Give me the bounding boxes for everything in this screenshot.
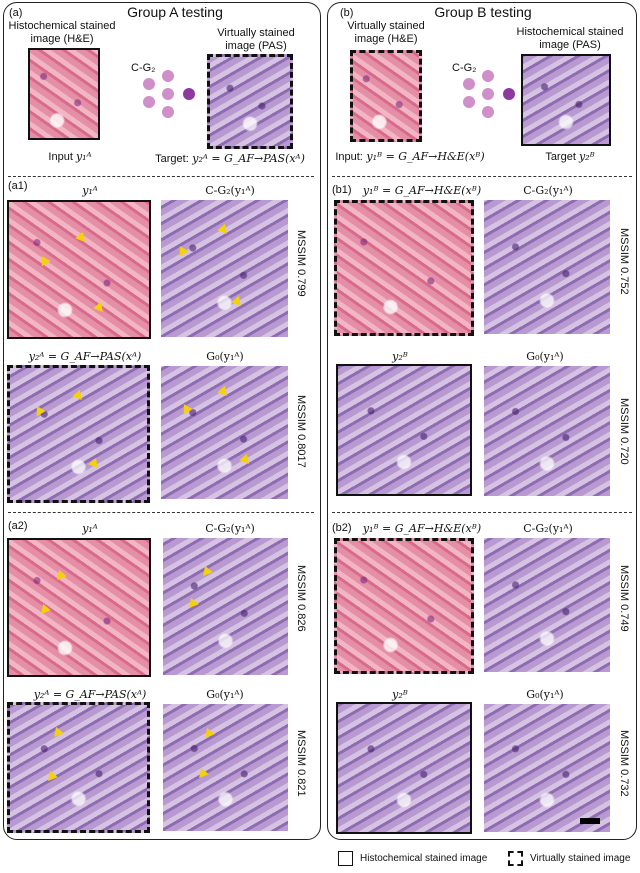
arrow-icon — [32, 406, 46, 419]
panel-b-label: (b) — [340, 7, 354, 19]
a2-top-right-image — [163, 538, 288, 675]
a2-top-left-caption: y₁ᴬ — [82, 522, 98, 535]
arrow-icon — [195, 767, 209, 782]
b1-top-right-caption: C-G₂(y₁ᴬ) — [523, 184, 573, 197]
panel-b-target-caption: Target y₂ᴮ — [545, 150, 595, 163]
arrow-icon — [72, 389, 86, 404]
panel-b-virt-caption: Virtually stained image (H&E) — [347, 20, 425, 45]
arrow-icon — [217, 385, 231, 400]
b1-label: (b1) — [332, 184, 352, 196]
legend-dashed-box-icon — [508, 851, 523, 866]
panel-b-target-image — [521, 54, 611, 146]
a1-bottom-left-image — [7, 365, 150, 503]
panel-a-virt-caption: Virtually stained image (PAS) — [217, 27, 295, 52]
b1-mssim-top: MSSIM 0.752 — [618, 228, 630, 295]
b2-bottom-right-caption: G₀(y₁ᴬ) — [526, 688, 564, 701]
panel-b-input-image — [350, 50, 422, 142]
panel-group-a — [3, 2, 321, 840]
arrow-icon — [93, 301, 107, 316]
panel-a-target-image — [207, 54, 293, 149]
b2-top-left-image — [334, 538, 474, 674]
arrow-icon — [88, 457, 102, 472]
b1-top-left-image — [334, 200, 474, 336]
panel-a-divider-2 — [8, 512, 314, 513]
arrow-icon — [44, 770, 58, 785]
b2-mssim-bottom: MSSIM 0.732 — [618, 730, 630, 797]
b2-bottom-right-image — [484, 704, 610, 832]
a2-top-left-image — [7, 538, 151, 677]
b2-label: (b2) — [332, 522, 352, 534]
a1-mssim-bottom: MSSIM 0.8017 — [295, 395, 307, 468]
a2-bottom-left-caption: y₂ᴬ = G_AF→PAS(xᴬ) — [33, 688, 147, 701]
panel-a-input-caption: Input y₁ᴬ — [48, 150, 92, 163]
b1-bottom-right-caption: G₀(y₁ᴬ) — [526, 350, 564, 363]
arrow-icon — [179, 404, 193, 417]
a1-bottom-right-caption: G₀(y₁ᴬ) — [206, 350, 244, 363]
b2-mssim-top: MSSIM 0.749 — [618, 565, 630, 632]
b1-bottom-right-image — [484, 366, 610, 496]
a2-mssim-bottom: MSSIM 0.821 — [295, 730, 307, 797]
panel-b-input-caption: Input: y₁ᴮ = G_AF→H&E(xᴮ) — [335, 150, 485, 163]
b2-bottom-left-image — [336, 702, 472, 834]
b1-bottom-left-image — [336, 364, 472, 496]
a2-mssim-top: MSSIM 0.826 — [295, 565, 307, 632]
scale-bar — [580, 818, 600, 824]
arrow-icon — [217, 223, 231, 238]
b1-top-right-image — [484, 200, 610, 334]
a1-bottom-right-image — [161, 366, 288, 499]
b1-top-left-caption: y₁ᴮ = G_AF→H&E(xᴮ) — [362, 184, 482, 197]
panel-a-label: (a) — [9, 7, 23, 19]
panel-b-divider-1 — [332, 176, 632, 177]
a2-bottom-left-image — [7, 702, 150, 833]
arrow-icon — [185, 597, 199, 612]
arrow-icon — [37, 603, 51, 618]
panel-a-net-label: C-G₂ — [131, 62, 156, 74]
panel-b-divider-2 — [332, 512, 632, 513]
a1-bottom-left-caption: y₂ᴬ = G_AF→PAS(xᴬ) — [28, 350, 142, 363]
a2-bottom-right-image — [163, 704, 288, 831]
arrow-icon — [175, 246, 189, 259]
b2-bottom-left-caption: y₂ᴮ — [392, 688, 408, 701]
legend-dashed-label: Virtually stained image — [530, 853, 631, 864]
b1-mssim-bottom: MSSIM 0.720 — [618, 398, 630, 465]
b1-bottom-left-caption: y₂ᴮ — [392, 350, 408, 363]
b2-top-right-image — [484, 538, 610, 672]
panel-b-net-label: C-G₂ — [452, 62, 477, 74]
panel-b-histo-caption: Histochemical stained image (PAS) — [516, 26, 624, 51]
a1-top-right-caption: C-G₂(y₁ᴬ) — [205, 184, 255, 197]
legend-solid-box-icon — [338, 851, 353, 866]
b2-top-right-caption: C-G₂(y₁ᴬ) — [523, 522, 573, 535]
arrow-icon — [53, 569, 67, 584]
arrow-icon — [50, 726, 64, 741]
legend-solid-label: Histochemical stained image — [360, 853, 488, 864]
a2-top-right-caption: C-G₂(y₁ᴬ) — [205, 522, 255, 535]
a1-label: (a1) — [8, 180, 28, 192]
panel-a-target-caption: Target: y₂ᴬ = G_AF→PAS(xᴬ) — [155, 152, 305, 165]
panel-a-input-image — [28, 48, 100, 140]
panel-a-histo-caption: Histochemical stained image (H&E) — [8, 20, 116, 45]
panel-a-divider-1 — [8, 176, 314, 177]
panel-b-title: Group B testing — [434, 4, 532, 20]
a2-bottom-right-caption: G₀(y₁ᴬ) — [206, 688, 244, 701]
arrow-icon — [201, 727, 215, 742]
arrow-icon — [75, 231, 89, 246]
a2-label: (a2) — [8, 520, 28, 532]
a1-top-left-image — [7, 200, 151, 339]
a1-mssim-top: MSSIM 0.799 — [295, 230, 307, 297]
a1-top-left-caption: y₁ᴬ — [82, 184, 98, 197]
arrow-icon — [37, 256, 51, 269]
a1-top-right-image — [161, 200, 288, 337]
panel-group-b — [327, 2, 637, 840]
b2-top-left-caption: y₁ᴮ = G_AF→H&E(xᴮ) — [362, 522, 482, 535]
arrow-icon — [231, 295, 245, 310]
panel-a-title: Group A testing — [127, 4, 223, 20]
arrow-icon — [239, 453, 253, 468]
arrow-icon — [199, 565, 213, 580]
